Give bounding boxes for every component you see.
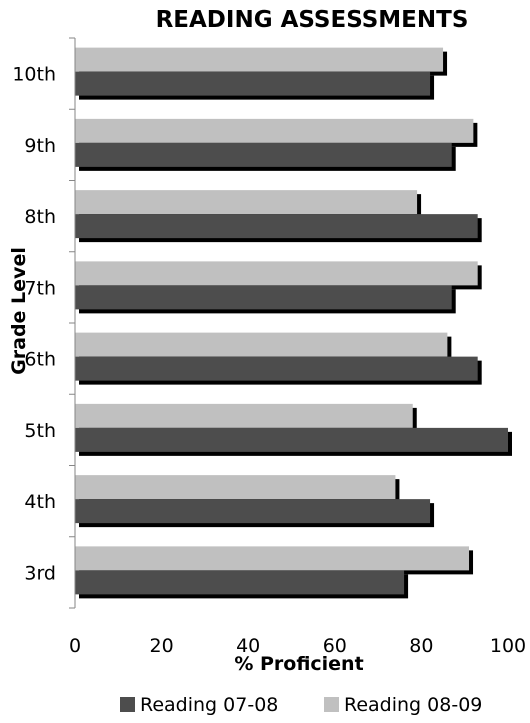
bar-reading-07-08-6th: [75, 357, 478, 381]
bar-reading-08-09-4th: [75, 475, 395, 499]
x-tick-label-20: 20: [150, 635, 174, 657]
x-tick-label-80: 80: [409, 635, 433, 657]
legend-swatch-reading-08-09: [324, 697, 339, 712]
x-axis-title: % Proficient: [234, 653, 363, 675]
y-tick-label-3rd: 3rd: [24, 562, 56, 584]
bar-reading-07-08-10th: [75, 72, 430, 96]
y-tick-label-10th: 10th: [12, 64, 56, 86]
legend: Reading 07-08 Reading 08-09: [120, 694, 482, 716]
bar-reading-07-08-8th: [75, 214, 478, 238]
x-tick-label-0: 0: [69, 635, 81, 657]
bar-reading-08-09-6th: [75, 333, 447, 357]
y-tick-label-4th: 4th: [24, 491, 56, 513]
y-tick-label-8th: 8th: [24, 206, 56, 228]
legend-label-reading-08-09: Reading 08-09: [344, 694, 482, 716]
bars-layer: [75, 48, 512, 599]
chart-title: READING ASSESSMENTS: [156, 7, 469, 33]
y-tick-label-5th: 5th: [24, 420, 56, 442]
y-tick-label-9th: 9th: [24, 135, 56, 157]
bar-reading-07-08-9th: [75, 143, 452, 167]
bar-reading-08-09-3rd: [75, 546, 469, 570]
bar-reading-08-09-8th: [75, 190, 417, 214]
legend-label-reading-07-08: Reading 07-08: [140, 694, 278, 716]
bar-reading-07-08-3rd: [75, 570, 404, 594]
bar-reading-08-09-5th: [75, 404, 413, 428]
bar-reading-07-08-5th: [75, 428, 508, 452]
bar-reading-07-08-7th: [75, 285, 452, 309]
y-axis-title: Grade Level: [8, 247, 30, 375]
bar-reading-07-08-4th: [75, 499, 430, 523]
bar-reading-08-09-9th: [75, 119, 473, 143]
bar-reading-08-09-7th: [75, 261, 478, 285]
x-tick-label-100: 100: [490, 635, 526, 657]
bar-reading-08-09-10th: [75, 48, 443, 72]
legend-swatch-reading-07-08: [120, 697, 135, 712]
